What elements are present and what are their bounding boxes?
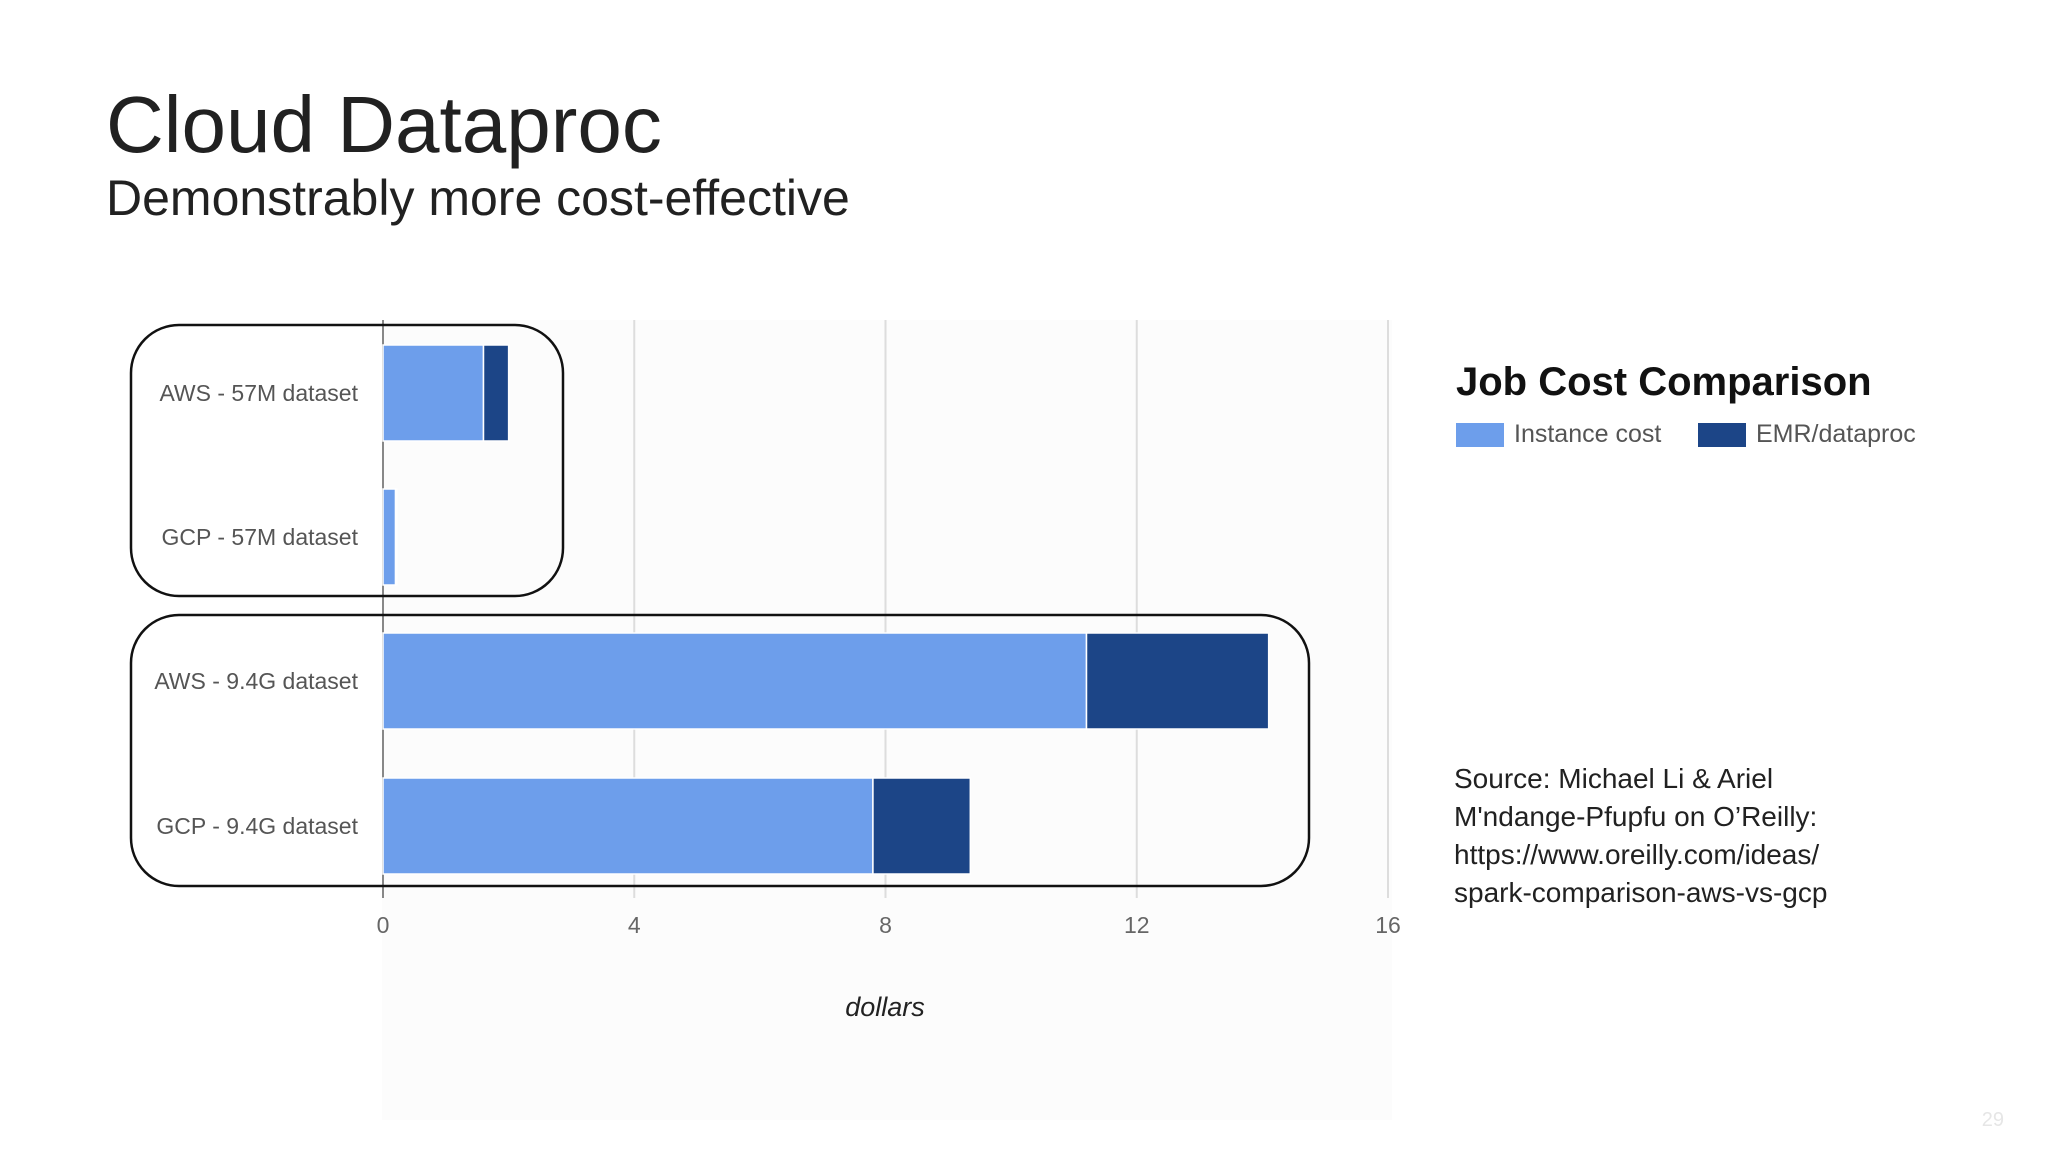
x-tick-label: 8 [879,912,892,938]
highlight-group-outline [129,613,1311,888]
x-tick-label: 16 [1375,912,1401,938]
category-label: AWS - 57M dataset [159,380,358,406]
source-line: Source: Michael Li & Ariel [1454,763,1774,794]
category-label: AWS - 9.4G dataset [154,668,358,694]
bar-segment-instance-cost [382,344,485,442]
bar-segment-instance-cost [382,777,874,875]
highlight-group-outline [129,323,565,598]
legend-swatch-emr-dataproc [1698,422,1746,447]
bar-segment-instance-cost [382,632,1088,730]
slide-title: Cloud Dataproc [106,80,662,169]
legend-item-instance-cost: Instance cost [1456,420,1661,449]
bars [382,344,1270,875]
category-label: GCP - 9.4G dataset [156,813,358,839]
x-tick-label: 12 [1124,912,1150,938]
x-tick-labels: 0 4 8 12 16 [377,912,1401,938]
bar-segment-emr-dataproc [1085,632,1270,730]
legend-label-instance-cost: Instance cost [1514,420,1662,448]
bar-segment-emr-dataproc [482,344,510,442]
highlight-groups [129,323,1311,888]
source-line: spark-comparison-aws-vs-gcp [1454,877,1828,908]
bar-segment-emr-dataproc [394,488,398,586]
legend-title: Job Cost Comparison [1456,360,1872,404]
legend-item-emr-dataproc: EMR/dataproc [1698,420,1916,449]
slide-subtitle: Demonstrably more cost-effective [106,170,850,226]
page-number: 29 [1981,1109,2004,1131]
x-tick-label: 0 [377,912,390,938]
source-line: M'ndange-Pfupfu on O’Reilly: [1454,801,1818,832]
category-label: GCP - 57M dataset [162,524,359,550]
legend-label-emr-dataproc: EMR/dataproc [1756,420,1916,448]
source-line: https://www.oreilly.com/ideas/ [1454,839,1820,870]
x-axis-title: dollars [845,992,925,1022]
source-note: Source: Michael Li & Ariel M'ndange-Pfup… [1454,760,1934,912]
bar-segment-instance-cost [382,488,397,586]
bar-segment-emr-dataproc [872,777,972,875]
legend-swatch-instance-cost [1456,422,1504,447]
category-labels: AWS - 57M dataset GCP - 57M dataset AWS - … [154,380,358,839]
x-tick-label: 4 [628,912,641,938]
